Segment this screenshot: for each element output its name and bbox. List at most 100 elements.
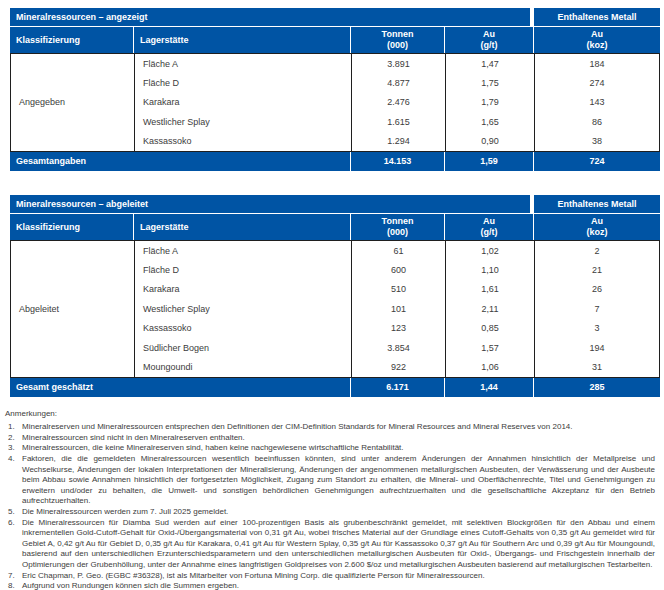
deposit-name: Kassassoko: [135, 132, 352, 151]
tonnes-value: 101: [352, 299, 446, 318]
total-metal-value: 285: [534, 378, 660, 397]
table-row: Fläche A 3.891 1,47 184: [135, 54, 659, 73]
footnote-text: Mineralreserven und Mineralressourcen en…: [22, 422, 657, 433]
table-row: Moungoundi 922 1,06 31: [135, 357, 659, 376]
deposit-name: Kassassoko: [135, 319, 352, 338]
footnotes-heading: Anmerkungen:: [5, 409, 657, 420]
footnote-item: 4. Faktoren, die die gemeldeten Mineralr…: [5, 454, 657, 507]
footnote-number: 6.: [5, 518, 22, 571]
table-title: Mineralressourcen – angezeigt: [10, 8, 530, 26]
metal-value: 21: [535, 260, 659, 279]
total-row: Gesamt geschätzt 6.171 1,44 285: [10, 378, 660, 397]
deposit-name: Westlicher Splay: [135, 112, 352, 131]
tonnes-column-header: Tonnen(000): [351, 214, 444, 240]
grade-value: 2,11: [446, 299, 535, 318]
total-label: Gesamtangaben: [10, 152, 350, 171]
table-title-row: Mineralressourcen – angezeigt Enthaltene…: [10, 8, 660, 26]
table-row: Kassassoko 1.294 0,90 38: [135, 132, 659, 151]
footnote-text: Mineralressourcen sind nicht in den Mine…: [22, 433, 657, 444]
footnote-text: Die Mineralressourcen für Diamba Sud wer…: [22, 518, 657, 571]
total-tonnes-value: 14.153: [351, 152, 444, 171]
grade-value: 0,85: [446, 319, 535, 338]
total-row: Gesamtangaben 14.153 1,59 724: [10, 152, 660, 171]
footnote-number: 4.: [5, 454, 22, 507]
classification-label: Abgeleitet: [11, 241, 135, 377]
indicated-resources-table: Mineralressourcen – angezeigt Enthaltene…: [10, 8, 660, 171]
column-header-row: Klassifizierung Lagerstätte Tonnen(000) …: [10, 214, 660, 240]
metal-value: 31: [535, 357, 659, 376]
footnote-text: Mineralressourcen, die keine Mineralrese…: [22, 443, 657, 454]
tonnes-value: 1.294: [352, 132, 446, 151]
grade-value: 1,79: [446, 93, 535, 112]
footnote-text: Faktoren, die die gemeldeten Mineralress…: [22, 454, 657, 507]
contained-metal-header: Enthaltenes Metall: [534, 8, 660, 26]
table-title-row: Mineralressourcen – abgeleitet Enthalten…: [10, 195, 660, 213]
footnote-item: 6. Die Mineralressourcen für Diamba Sud …: [5, 518, 657, 571]
grade-value: 1,65: [446, 112, 535, 131]
total-tonnes-value: 6.171: [351, 378, 444, 397]
tonnes-column-header: Tonnen(000): [351, 27, 444, 53]
deposit-column-header: Lagerstätte: [134, 27, 350, 53]
metal-value: 86: [535, 112, 659, 131]
total-metal-value: 724: [534, 152, 660, 171]
table-row: Südlicher Bogen 3.854 1,57 194: [135, 338, 659, 357]
metal-value: 2: [535, 241, 659, 260]
footnote-item: 5. Die Mineralressourcen werden zum 7. J…: [5, 507, 657, 518]
metal-value: 7: [535, 299, 659, 318]
table-row: Karakara 2.476 1,79 143: [135, 93, 659, 112]
metal-value: 184: [535, 54, 659, 73]
grade-value: 1,06: [446, 357, 535, 376]
grade-value: 1,61: [446, 280, 535, 299]
tonnes-value: 3.891: [352, 54, 446, 73]
footnote-number: 5.: [5, 507, 22, 518]
deposit-name: Fläche A: [135, 54, 352, 73]
tonnes-value: 1.615: [352, 112, 446, 131]
table-body: Angegeben Fläche A 3.891 1,47 184 Fläche…: [10, 53, 660, 152]
metal-value: 274: [535, 73, 659, 92]
metal-value: 3: [535, 319, 659, 338]
contained-metal-header: Enthaltenes Metall: [534, 195, 660, 213]
deposit-name: Fläche A: [135, 241, 352, 260]
table-row: Westlicher Splay 101 2,11 7: [135, 299, 659, 318]
classification-column-header: Klassifizierung: [10, 27, 133, 53]
column-header-row: Klassifizierung Lagerstätte Tonnen(000) …: [10, 27, 660, 53]
deposit-name: Fläche D: [135, 260, 352, 279]
grade-value: 1,02: [446, 241, 535, 260]
classification-column-header: Klassifizierung: [10, 214, 133, 240]
footnote-text: Eric Chapman, P. Geo. (EGBC #36328), ist…: [22, 571, 657, 582]
metal-value: 38: [535, 132, 659, 151]
footnote-number: 7.: [5, 571, 22, 582]
tonnes-value: 123: [352, 319, 446, 338]
classification-label: Angegeben: [11, 54, 135, 151]
footnote-text: Die Mineralressourcen werden zum 7. Juli…: [22, 507, 657, 518]
metal-column-header: Au(koz): [534, 214, 660, 240]
tonnes-value: 4.877: [352, 73, 446, 92]
deposit-name: Südlicher Bogen: [135, 338, 352, 357]
footnote-number: 2.: [5, 433, 22, 444]
total-grade-value: 1,59: [445, 152, 533, 171]
grade-value: 0,90: [446, 132, 535, 151]
metal-value: 26: [535, 280, 659, 299]
footnote-item: 1. Mineralreserven und Mineralressourcen…: [5, 422, 657, 433]
inferred-resources-table: Mineralressourcen – abgeleitet Enthalten…: [10, 195, 660, 397]
grade-value: 1,10: [446, 260, 535, 279]
footnote-item: 7. Eric Chapman, P. Geo. (EGBC #36328), …: [5, 571, 657, 582]
metal-value: 194: [535, 338, 659, 357]
deposit-name: Fläche D: [135, 73, 352, 92]
table-row: Kassassoko 123 0,85 3: [135, 319, 659, 338]
total-grade-value: 1,44: [445, 378, 533, 397]
footnote-item: 8. Aufgrund von Rundungen können sich di…: [5, 581, 657, 590]
table-row: Fläche A 61 1,02 2: [135, 241, 659, 260]
table-title: Mineralressourcen – abgeleitet: [10, 195, 530, 213]
grade-value: 1,47: [446, 54, 535, 73]
tonnes-value: 600: [352, 260, 446, 279]
deposit-name: Karakara: [135, 93, 352, 112]
grade-value: 1,75: [446, 73, 535, 92]
footnote-item: 2. Mineralressourcen sind nicht in den M…: [5, 433, 657, 444]
metal-column-header: Au(koz): [534, 27, 660, 53]
table-row: Fläche D 600 1,10 21: [135, 260, 659, 279]
table-row: Westlicher Splay 1.615 1,65 86: [135, 112, 659, 131]
grade-value: 1,57: [446, 338, 535, 357]
tonnes-value: 2.476: [352, 93, 446, 112]
grade-column-header: Au(g/t): [445, 27, 533, 53]
